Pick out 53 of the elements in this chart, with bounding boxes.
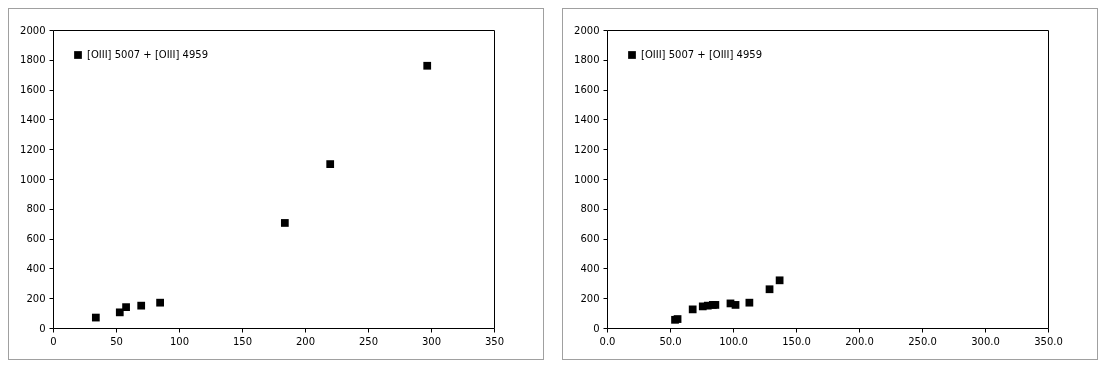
y-tick-label: 600 — [580, 233, 600, 245]
y-tick-label: 400 — [26, 262, 46, 274]
y-tick-label: 0 — [593, 322, 600, 334]
x-tick-label: 100.0 — [719, 335, 748, 347]
y-tick-label: 2000 — [574, 24, 600, 36]
y-tick-label: 1800 — [20, 54, 46, 66]
y-tick-label: 600 — [26, 233, 46, 245]
y-tick-label: 400 — [580, 262, 600, 274]
x-tick-label: 300 — [421, 335, 442, 347]
x-tick-label: 250 — [358, 335, 379, 347]
x-tick-label: 350 — [484, 335, 505, 347]
x-tick-label: 100 — [169, 335, 190, 347]
y-tick-label: 200 — [26, 292, 46, 304]
x-tick-label: 150.0 — [782, 335, 811, 347]
y-tick-label: 800 — [580, 203, 600, 215]
y-tick-label: 0 — [39, 322, 46, 334]
x-tick-label: 300.0 — [971, 335, 1000, 347]
y-tick-label: 200 — [580, 292, 600, 304]
point — [115, 308, 124, 317]
y-tick-label: 1600 — [20, 84, 46, 96]
point — [745, 298, 754, 307]
legend-label: [OIII] 5007 + [OIII] 4959 — [87, 49, 209, 60]
y-tick-label: 1200 — [574, 143, 600, 155]
y-tick-label: 1200 — [20, 143, 46, 155]
legend-label: [OIII] 5007 + [OIII] 4959 — [641, 49, 763, 60]
point — [423, 61, 432, 70]
point — [122, 303, 130, 312]
x-tick-label: 350.0 — [1034, 335, 1063, 347]
point — [91, 313, 100, 322]
y-tick-label: 1400 — [20, 113, 46, 125]
x-tick-label: 150 — [232, 335, 253, 347]
point — [731, 301, 740, 309]
point — [326, 160, 335, 168]
x-tick-label: 0.0 — [599, 335, 616, 347]
x-tick-label: 250.0 — [908, 335, 937, 347]
y-tick-label: 800 — [26, 203, 46, 215]
point — [688, 305, 697, 314]
x-tick-label: 0 — [50, 335, 57, 347]
point — [156, 298, 164, 307]
x-tick-label: 200.0 — [845, 335, 874, 347]
x-tick-label: 50.0 — [659, 335, 682, 347]
y-tick-label: 1400 — [574, 113, 600, 125]
y-tick-label: 1800 — [574, 54, 600, 66]
y-tick-label: 2000 — [20, 24, 46, 36]
point — [280, 219, 289, 227]
y-tick-label: 1000 — [574, 173, 600, 185]
point — [765, 285, 774, 294]
point — [137, 301, 146, 310]
x-tick-label: 200 — [295, 335, 316, 347]
point — [775, 276, 784, 285]
y-tick-label: 1600 — [574, 84, 600, 96]
y-tick-label: 1000 — [20, 173, 46, 185]
x-tick-label: 50 — [110, 335, 123, 347]
